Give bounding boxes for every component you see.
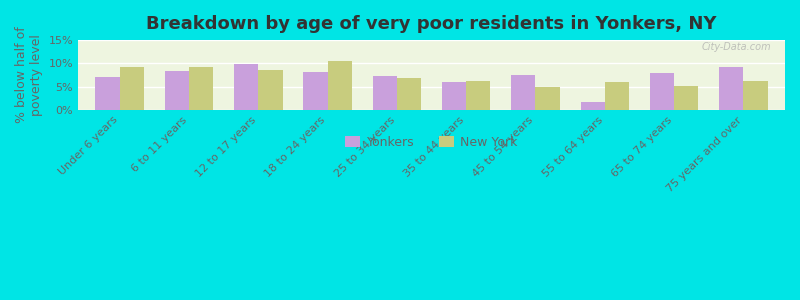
Bar bbox=[442, 82, 466, 110]
Bar bbox=[650, 73, 674, 110]
Bar bbox=[674, 86, 698, 110]
Bar bbox=[120, 67, 144, 110]
Bar bbox=[605, 82, 629, 110]
Bar bbox=[189, 67, 213, 110]
Bar bbox=[303, 72, 327, 110]
Bar bbox=[165, 71, 189, 110]
Legend: Yonkers, New York: Yonkers, New York bbox=[340, 131, 522, 154]
Bar bbox=[743, 81, 768, 110]
Bar bbox=[78, 40, 785, 110]
Bar bbox=[258, 70, 282, 110]
Bar bbox=[397, 78, 421, 110]
Bar bbox=[581, 102, 605, 110]
Bar bbox=[373, 76, 397, 110]
Bar bbox=[535, 87, 560, 110]
Bar bbox=[466, 81, 490, 110]
Bar bbox=[511, 75, 535, 110]
Y-axis label: % below half of
poverty level: % below half of poverty level bbox=[15, 27, 43, 123]
Bar bbox=[95, 77, 120, 110]
Bar bbox=[327, 61, 352, 110]
Bar bbox=[234, 64, 258, 110]
Text: City-Data.com: City-Data.com bbox=[702, 42, 771, 52]
Bar bbox=[719, 67, 743, 110]
Title: Breakdown by age of very poor residents in Yonkers, NY: Breakdown by age of very poor residents … bbox=[146, 15, 717, 33]
